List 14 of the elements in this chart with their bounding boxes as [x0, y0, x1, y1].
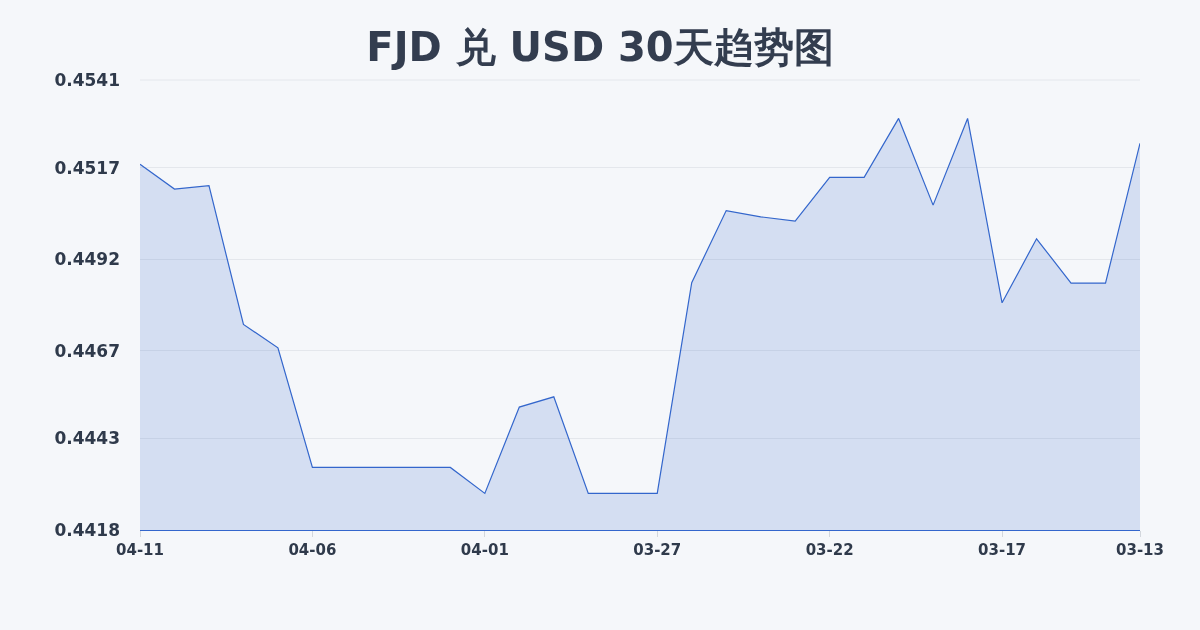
x-tick-label: 03-22: [805, 541, 854, 559]
y-tick-label: 0.4418: [54, 519, 120, 540]
x-tick-label: 03-17: [978, 541, 1027, 559]
x-tick-label: 03-27: [633, 541, 682, 559]
x-tick-label: 04-06: [288, 541, 337, 559]
x-tick-label: 03-13: [1116, 541, 1164, 559]
x-tick-label: 04-11: [116, 541, 164, 559]
y-tick-label: 0.4443: [54, 428, 120, 449]
y-tick-label: 0.4541: [54, 69, 120, 90]
x-tick-label: 04-01: [460, 541, 509, 559]
y-tick-label: 0.4467: [54, 340, 120, 361]
y-tick-label: 0.4517: [54, 157, 120, 178]
chart-title: FJD 兑 USD 30天趋势图: [366, 24, 834, 70]
y-tick-label: 0.4492: [54, 249, 120, 270]
